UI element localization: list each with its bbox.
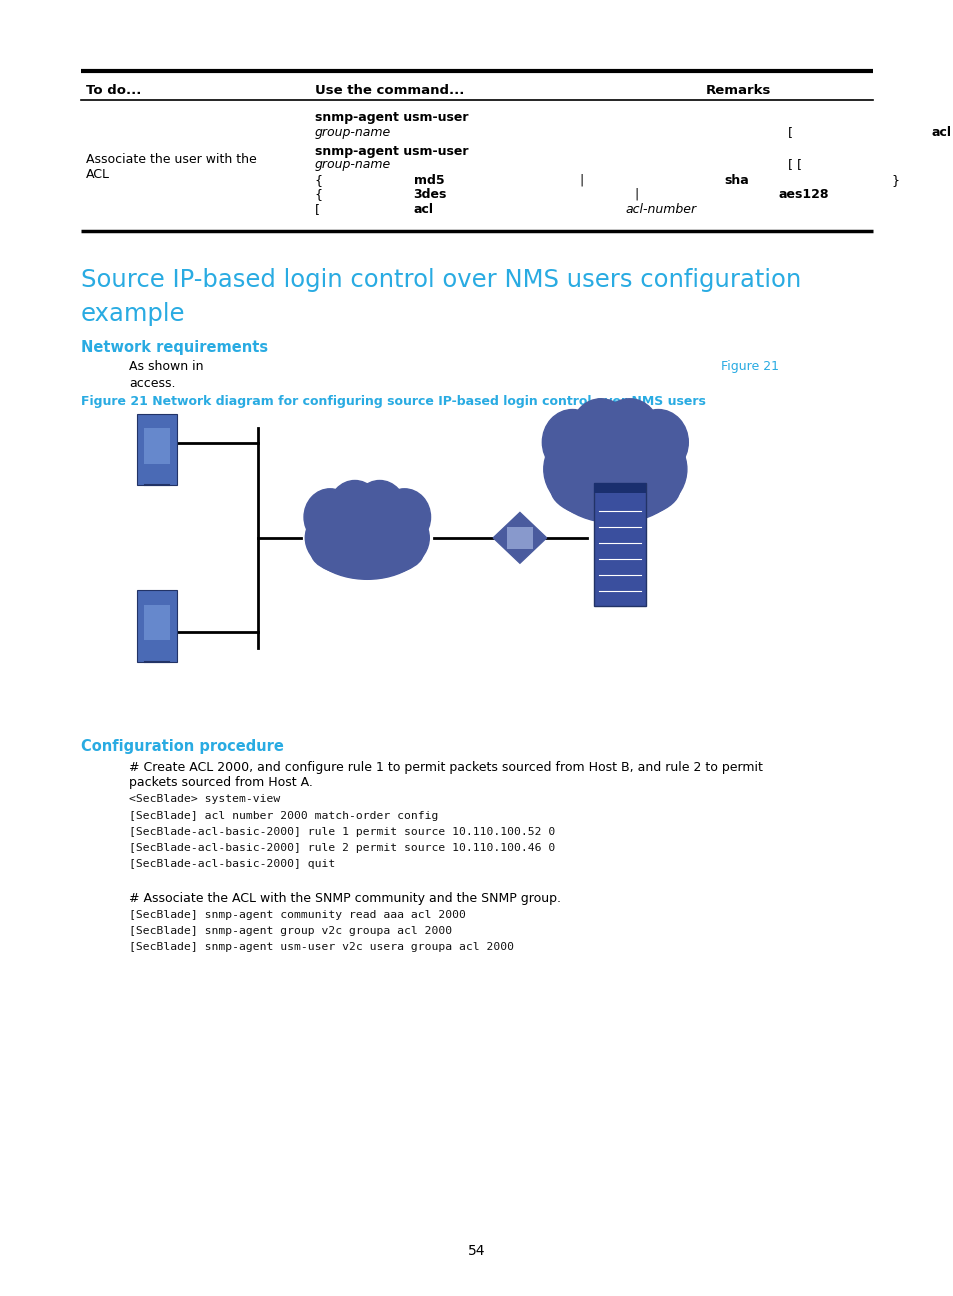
Text: [ [: [ [ (783, 158, 805, 171)
Text: As shown in: As shown in (129, 360, 207, 373)
Text: {: { (314, 174, 327, 187)
FancyBboxPatch shape (506, 527, 533, 548)
Text: [SecBlade-acl-basic-2000] rule 1 permit source 10.110.100.52 0: [SecBlade-acl-basic-2000] rule 1 permit … (129, 827, 555, 837)
Text: Figure 21 Network diagram for configuring source IP-based login control over NMS: Figure 21 Network diagram for configurin… (81, 395, 705, 408)
Text: acl-number: acl-number (625, 203, 697, 216)
Text: }: } (886, 174, 902, 187)
Text: access.: access. (129, 377, 175, 390)
Ellipse shape (354, 481, 405, 537)
Ellipse shape (304, 489, 355, 546)
FancyBboxPatch shape (144, 604, 171, 640)
Text: aes128: aes128 (778, 188, 828, 201)
Text: md5: md5 (414, 174, 444, 187)
Text: Figure 21: Figure 21 (720, 360, 779, 373)
Text: Configuration procedure: Configuration procedure (81, 739, 284, 754)
Text: [SecBlade-acl-basic-2000] rule 2 permit source 10.110.100.46 0: [SecBlade-acl-basic-2000] rule 2 permit … (129, 842, 555, 853)
Text: acl: acl (414, 203, 433, 216)
Ellipse shape (378, 489, 430, 546)
Text: [SecBlade-acl-basic-2000] quit: [SecBlade-acl-basic-2000] quit (129, 859, 335, 870)
FancyBboxPatch shape (137, 415, 177, 486)
Text: [SecBlade] snmp-agent usm-user v2c usera groupa acl 2000: [SecBlade] snmp-agent usm-user v2c usera… (129, 942, 514, 953)
Text: # Associate the ACL with the SNMP community and the SNMP group.: # Associate the ACL with the SNMP commun… (129, 892, 560, 905)
Text: |: | (630, 188, 642, 201)
Ellipse shape (541, 410, 602, 474)
Text: |: | (576, 174, 588, 187)
Text: snmp-agent usm-user: snmp-agent usm-user (314, 111, 468, 124)
Text: packets sourced from Host A.: packets sourced from Host A. (129, 776, 313, 789)
Ellipse shape (551, 459, 679, 520)
Text: [SecBlade] snmp-agent group v2c groupa acl 2000: [SecBlade] snmp-agent group v2c groupa a… (129, 925, 452, 936)
Ellipse shape (570, 399, 631, 464)
Text: example: example (81, 302, 186, 327)
Text: [SecBlade] snmp-agent community read aaa acl 2000: [SecBlade] snmp-agent community read aaa… (129, 910, 465, 920)
FancyBboxPatch shape (144, 428, 171, 464)
FancyBboxPatch shape (593, 482, 646, 492)
Text: Use the command...: Use the command... (314, 84, 464, 97)
Ellipse shape (311, 530, 422, 577)
Text: [SecBlade] acl number 2000 match-order config: [SecBlade] acl number 2000 match-order c… (129, 811, 437, 820)
Polygon shape (493, 512, 546, 564)
FancyBboxPatch shape (593, 482, 646, 605)
Text: Network requirements: Network requirements (81, 340, 268, 355)
Text: [: [ (314, 203, 323, 216)
Text: # Create ACL 2000, and configure rule 1 to permit packets sourced from Host B, a: # Create ACL 2000, and configure rule 1 … (129, 761, 761, 774)
Text: snmp-agent usm-user: snmp-agent usm-user (314, 145, 468, 158)
Text: 3des: 3des (414, 188, 446, 201)
Ellipse shape (329, 481, 380, 537)
Text: Source IP-based login control over NMS users configuration: Source IP-based login control over NMS u… (81, 268, 801, 293)
Text: [: [ (783, 126, 796, 139)
Ellipse shape (598, 399, 659, 464)
Text: group-name: group-name (314, 126, 391, 139)
Text: Associate the user with the: Associate the user with the (86, 153, 256, 166)
Ellipse shape (305, 496, 429, 579)
Text: acl: acl (931, 126, 951, 139)
Text: Remarks: Remarks (705, 84, 771, 97)
Ellipse shape (627, 410, 688, 474)
Ellipse shape (543, 415, 686, 524)
Text: {: { (314, 188, 327, 201)
Text: group-name: group-name (314, 158, 391, 171)
Text: ACL: ACL (86, 168, 110, 181)
Text: sha: sha (724, 174, 748, 187)
Text: To do...: To do... (86, 84, 141, 97)
FancyBboxPatch shape (137, 591, 177, 662)
Text: 54: 54 (468, 1244, 485, 1258)
Text: <SecBlade> system-view: <SecBlade> system-view (129, 794, 280, 805)
